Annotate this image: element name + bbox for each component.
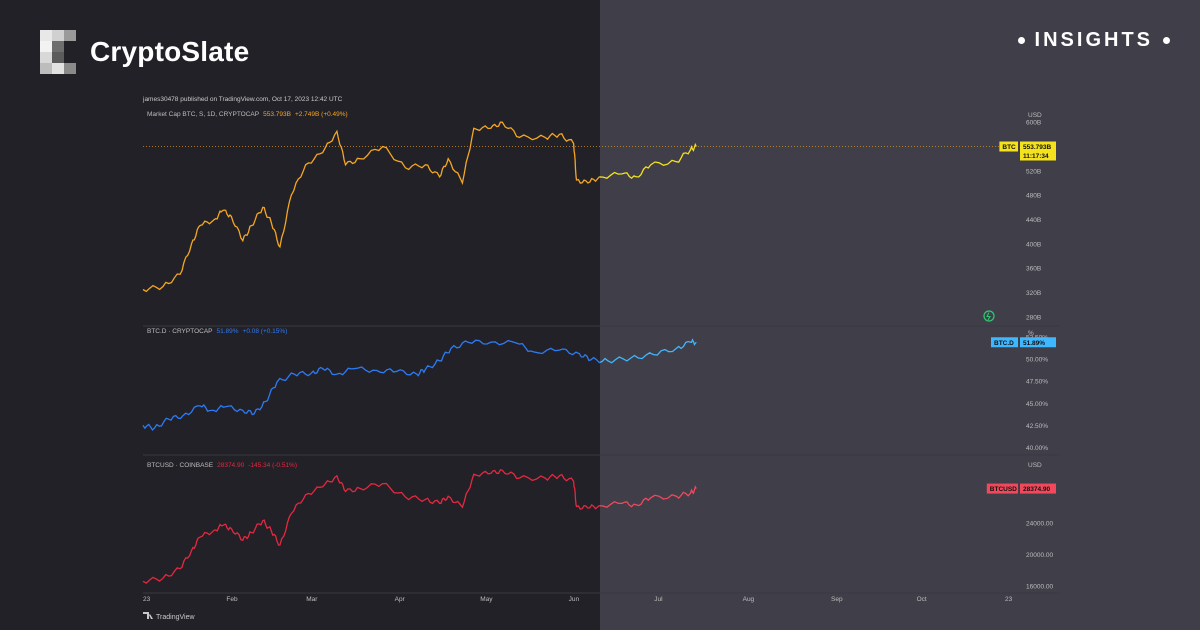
y-tick-label: 40.00% bbox=[1026, 445, 1048, 452]
pane-legend: BTC.D · CRYPTOCAP 51.89% +0.08 (+0.15%) bbox=[147, 328, 287, 335]
brand-name: CryptoSlate bbox=[90, 36, 250, 67]
background-left-panel bbox=[0, 0, 600, 630]
x-tick-label: 23 bbox=[1005, 596, 1013, 603]
x-tick-label: Oct bbox=[917, 596, 927, 603]
x-tick-label: Jun bbox=[569, 596, 580, 603]
tradingview-icon bbox=[143, 612, 153, 619]
y-tick-label: 320B bbox=[1026, 290, 1041, 297]
last-value-text: 553.793B bbox=[1023, 144, 1051, 151]
last-symbol-text: BTC bbox=[1002, 144, 1016, 151]
last-symbol-tag bbox=[986, 483, 1018, 494]
legend-change: +0.08 (+0.15%) bbox=[243, 328, 288, 335]
axis-unit-label: USD bbox=[1028, 462, 1042, 469]
legend-change: -145.34 (-0.51%) bbox=[248, 462, 297, 469]
series-line-left bbox=[142, 339, 600, 432]
y-tick-label: 600B bbox=[1026, 120, 1041, 127]
axis-unit-label: % bbox=[1028, 330, 1034, 337]
legend-change: +2.749B (+0.49%) bbox=[295, 111, 348, 118]
legend-value: 553.793B bbox=[263, 111, 291, 118]
legend-label: BTC.D · CRYPTOCAP bbox=[147, 328, 213, 335]
replay-icon[interactable] bbox=[983, 310, 995, 322]
y-tick-label: 440B bbox=[1026, 217, 1041, 224]
x-tick-label: Mar bbox=[306, 596, 318, 603]
last-value-tag bbox=[1020, 483, 1056, 494]
series-line-right bbox=[600, 338, 697, 364]
x-tick-label: Feb bbox=[226, 596, 238, 603]
last-value-tag bbox=[1020, 337, 1056, 348]
y-tick-label: 520B bbox=[1026, 168, 1041, 175]
insights-badge: INSIGHTS bbox=[1017, 29, 1170, 52]
y-tick-label: 50.00% bbox=[1026, 357, 1048, 364]
x-tick-label: Aug bbox=[743, 596, 755, 603]
y-tick-label: 480B bbox=[1026, 193, 1041, 200]
y-tick-label: 20000.00 bbox=[1026, 552, 1053, 559]
last-symbol-tag bbox=[999, 141, 1018, 152]
x-tick-label: Jul bbox=[654, 596, 663, 603]
legend-label: BTCUSD · COINBASE bbox=[147, 462, 214, 469]
pane-legend: Market Cap BTC, S, 1D, CRYPTOCAP 553.793B… bbox=[147, 111, 348, 118]
last-symbol-tag bbox=[991, 337, 1018, 348]
cryptoslate-logo-icon bbox=[40, 30, 76, 74]
chart-panes: Market Cap BTC, S, 1D, CRYPTOCAP 553.793B… bbox=[142, 111, 1060, 594]
y-tick-label: 24000.00 bbox=[1026, 521, 1053, 528]
dot-icon bbox=[1163, 37, 1170, 44]
series-line-left bbox=[142, 469, 600, 584]
y-tick-label: 47.50% bbox=[1026, 379, 1048, 386]
last-value-text: 51.89% bbox=[1023, 340, 1045, 347]
chart-pane-1: Market Cap BTC, S, 1D, CRYPTOCAP 553.793B… bbox=[142, 111, 1060, 327]
y-tick-label: 45.00% bbox=[1026, 401, 1048, 408]
x-tick-label: May bbox=[480, 596, 493, 603]
last-symbol-text: BTCUSD bbox=[990, 486, 1017, 493]
y-tick-label: 280B bbox=[1026, 314, 1041, 321]
x-tick-label: Sep bbox=[831, 596, 843, 603]
chart-pane-3: BTCUSD · COINBASE 28374.90 -145.34 (-0.51%… bbox=[142, 462, 1060, 594]
dot-icon bbox=[1017, 37, 1025, 44]
x-tick-label: 23 bbox=[143, 596, 151, 603]
y-tick-label: 16000.00 bbox=[1026, 584, 1053, 591]
last-value-text: 28374.90 bbox=[1023, 486, 1050, 493]
background-right-panel bbox=[600, 0, 1200, 630]
brand-logo[interactable]: CryptoSlate bbox=[40, 30, 249, 74]
legend-label: Market Cap BTC, S, 1D, CRYPTOCAP bbox=[147, 111, 259, 118]
series-line-right bbox=[600, 142, 697, 180]
last-symbol-text: BTC.D bbox=[994, 340, 1014, 347]
legend-value: 51.89% bbox=[217, 328, 239, 335]
x-axis: 23 Feb Mar Apr May Jun Jul Aug Sep Oct 23 bbox=[143, 596, 1013, 603]
axis-unit-label: USD bbox=[1028, 112, 1042, 119]
y-tick-label: 42.50% bbox=[1026, 423, 1048, 430]
last-countdown-text: 11:17:34 bbox=[1023, 153, 1049, 160]
last-value-tag bbox=[1020, 141, 1056, 161]
series-line-left bbox=[142, 121, 600, 293]
y-tick-label: 400B bbox=[1026, 241, 1041, 248]
tradingview-label: TradingView bbox=[156, 614, 195, 621]
tradingview-logo: TradingView bbox=[143, 612, 195, 621]
x-tick-label: Apr bbox=[395, 596, 406, 603]
insights-label: INSIGHTS bbox=[1034, 29, 1153, 51]
publish-line: james30478 published on TradingView.com,… bbox=[142, 96, 343, 103]
pane-legend: BTCUSD · COINBASE 28374.90 -145.34 (-0.51%… bbox=[147, 462, 297, 469]
y-tick-label: 360B bbox=[1026, 266, 1041, 273]
legend-value: 28374.90 bbox=[217, 462, 244, 469]
